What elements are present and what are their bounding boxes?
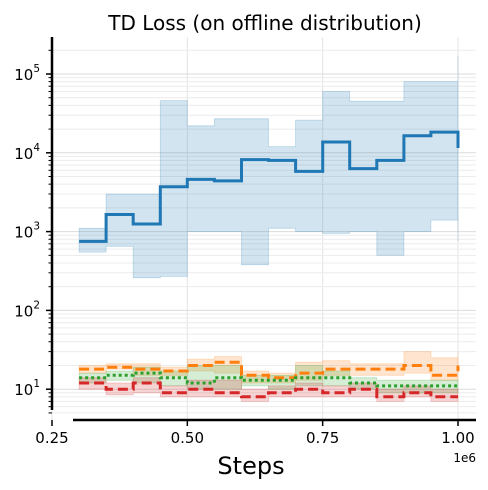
series-line-1: [79, 130, 460, 243]
x-tick-label: 1.00: [441, 429, 474, 447]
y-tick-base: 10: [14, 66, 33, 84]
y-tick-label: 104: [14, 142, 40, 163]
y-tick-label: 101: [14, 378, 40, 399]
series-band-1: [78, 55, 459, 279]
series-line-2: [79, 360, 460, 380]
y-tick-label: 103: [14, 221, 40, 242]
y-tick-exponent: 1: [33, 378, 40, 390]
x-tick-label: 0.50: [171, 429, 204, 447]
y-tick-exponent: 2: [33, 299, 40, 311]
x-tick-labels: 0.25 0.50 0.75 1.00: [35, 429, 474, 447]
series-band-2: [78, 351, 459, 384]
y-tick-exponent: 3: [33, 221, 40, 233]
x-offset-label: 1e6: [453, 451, 476, 465]
series-line-3: [79, 371, 458, 388]
x-axis-label: Steps: [217, 452, 284, 480]
series-line-4: [79, 381, 458, 399]
y-tick-base: 10: [14, 381, 33, 399]
chart-title: TD Loss (on offline distribution): [107, 11, 422, 35]
y-tick-exponent: 5: [33, 63, 40, 75]
axes: [46, 37, 476, 426]
y-tick-label: 105: [14, 63, 40, 84]
y-tick-exponent: 4: [33, 142, 40, 154]
confidence-bands: [78, 55, 459, 402]
y-tick-base: 10: [14, 302, 33, 320]
y-tick-label: 102: [14, 299, 40, 320]
grid: [51, 37, 476, 420]
x-tick-label: 0.25: [35, 429, 68, 447]
y-tick-base: 10: [14, 224, 33, 242]
x-tick-label: 0.75: [306, 429, 339, 447]
y-tick-base: 10: [14, 145, 33, 163]
series-lines: [79, 130, 460, 399]
